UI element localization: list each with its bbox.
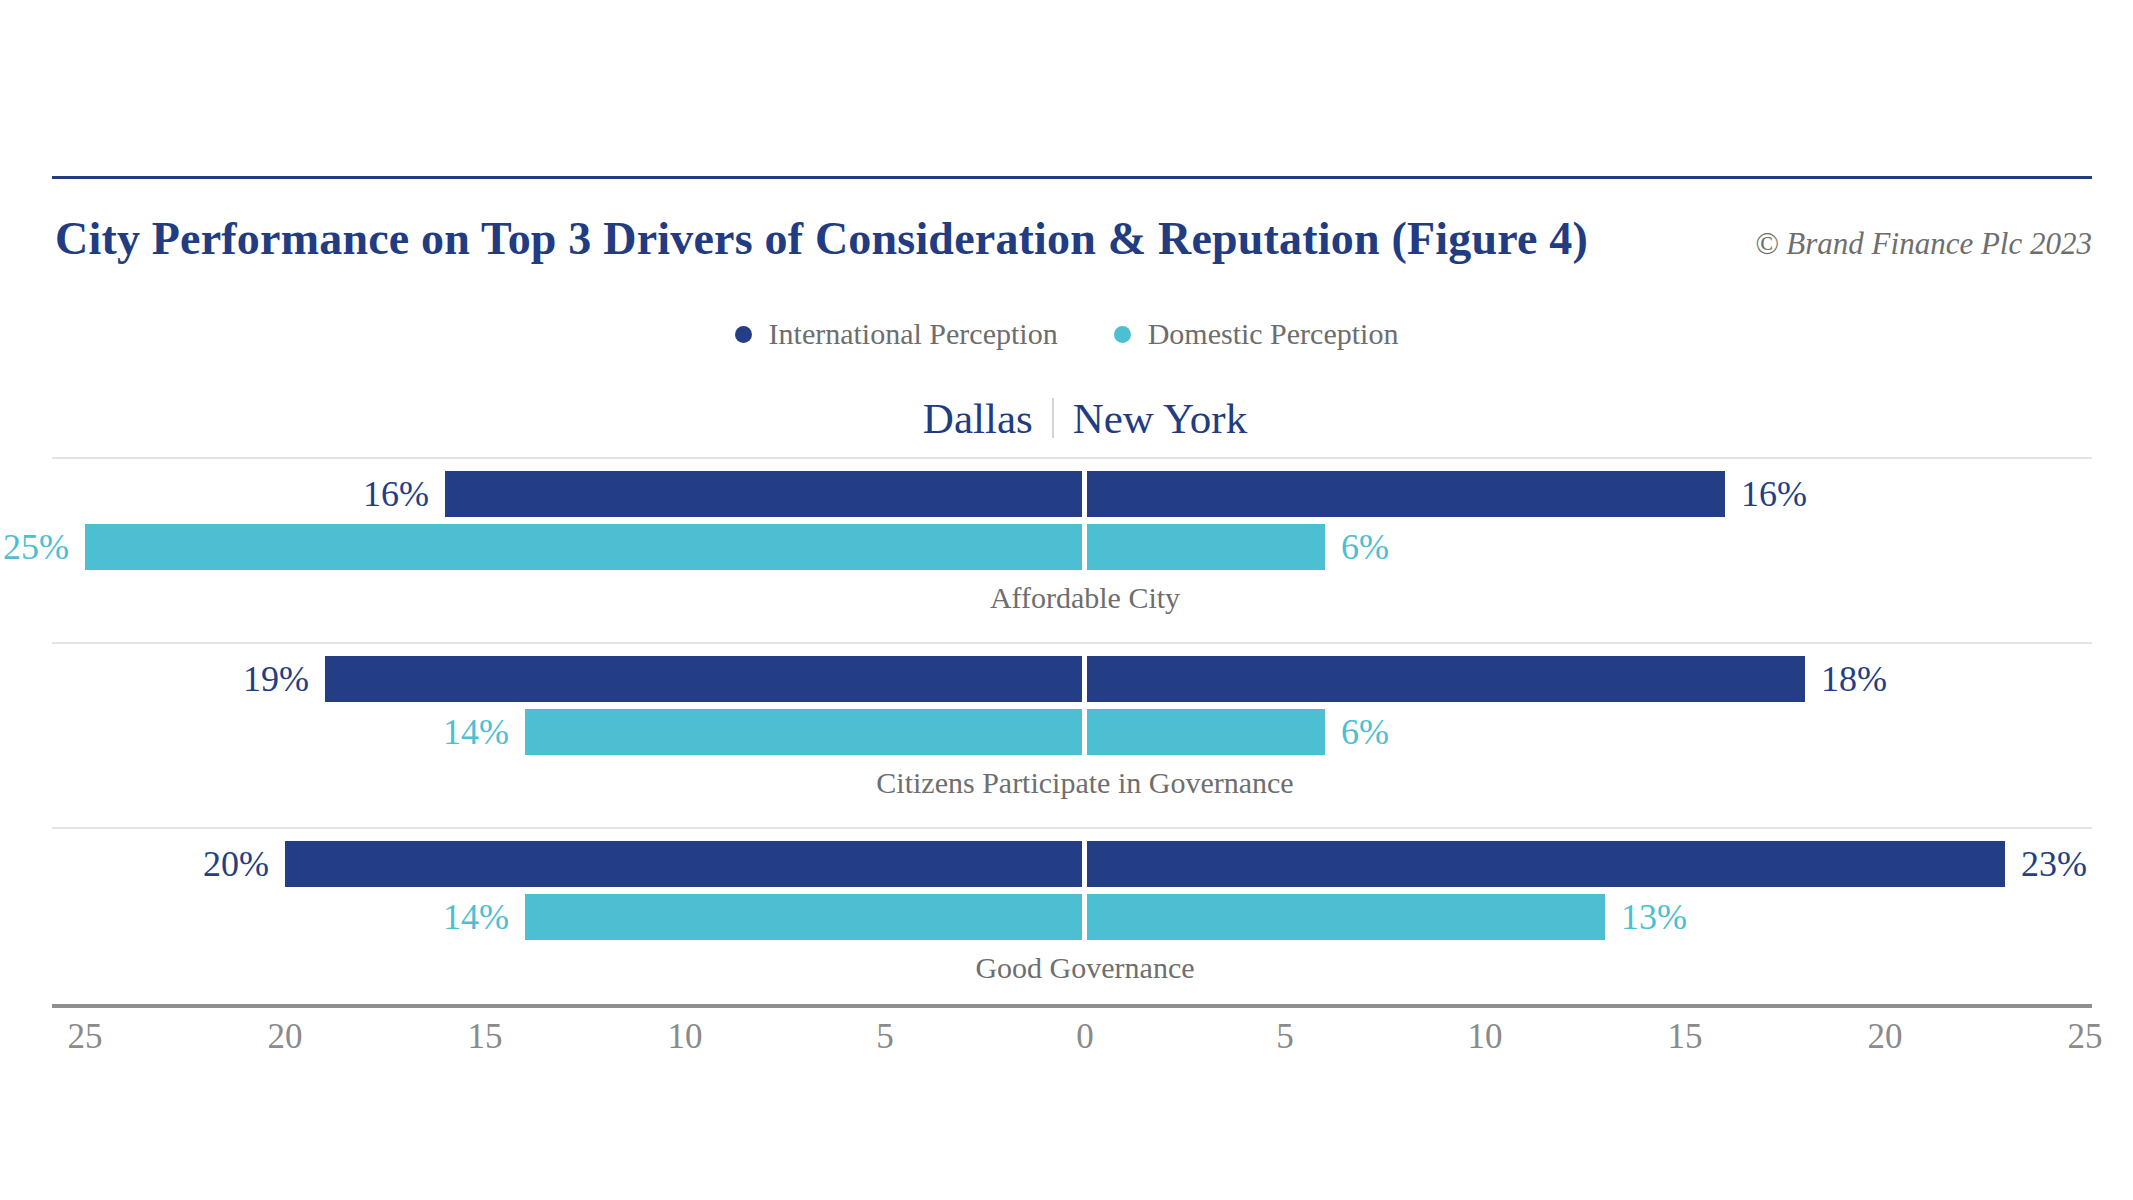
axis-line	[52, 1004, 2092, 1008]
category-label: Affordable City	[85, 581, 2085, 615]
bar-dallas-international	[285, 841, 1085, 887]
value-label-newyork-international: 16%	[1741, 471, 1807, 517]
category-separator	[52, 642, 2092, 644]
axis-tick-label: 0	[1025, 1017, 1145, 1057]
category-separator	[52, 457, 2092, 459]
axis-tick-label: 10	[1425, 1017, 1545, 1057]
axis-tick-label: 20	[225, 1017, 345, 1057]
value-label-newyork-international: 18%	[1821, 656, 1887, 702]
value-label-dallas-international: 20%	[203, 841, 269, 887]
center-divider	[1082, 839, 1087, 942]
axis-tick-label: 15	[425, 1017, 545, 1057]
axis-tick-label: 20	[1825, 1017, 1945, 1057]
bar-dallas-domestic	[525, 709, 1085, 755]
bar-newyork-domestic	[1085, 524, 1325, 570]
bar-newyork-international	[1085, 841, 2005, 887]
value-label-dallas-domestic: 14%	[443, 894, 509, 940]
bar-newyork-domestic	[1085, 894, 1605, 940]
bar-newyork-international	[1085, 471, 1725, 517]
value-label-dallas-domestic: 14%	[443, 709, 509, 755]
bar-newyork-international	[1085, 656, 1805, 702]
value-label-dallas-international: 16%	[363, 471, 429, 517]
axis-tick-label: 25	[2025, 1017, 2133, 1057]
value-label-newyork-domestic: 6%	[1341, 709, 1389, 755]
axis-tick-label: 10	[625, 1017, 745, 1057]
bar-dallas-domestic	[85, 524, 1085, 570]
center-divider	[1082, 469, 1087, 572]
axis-tick-label: 5	[825, 1017, 945, 1057]
value-label-newyork-domestic: 13%	[1621, 894, 1687, 940]
bar-dallas-international	[325, 656, 1085, 702]
category-separator	[52, 827, 2092, 829]
category-label: Citizens Participate in Governance	[85, 766, 2085, 800]
axis-tick-label: 25	[25, 1017, 145, 1057]
bar-newyork-domestic	[1085, 709, 1325, 755]
value-label-newyork-domestic: 6%	[1341, 524, 1389, 570]
value-label-newyork-international: 23%	[2021, 841, 2087, 887]
bar-dallas-domestic	[525, 894, 1085, 940]
bar-dallas-international	[445, 471, 1085, 517]
figure-page: City Performance on Top 3 Drivers of Con…	[0, 0, 2133, 1200]
axis-tick-label: 15	[1625, 1017, 1745, 1057]
axis-tick-label: 5	[1225, 1017, 1345, 1057]
value-label-dallas-international: 19%	[243, 656, 309, 702]
category-label: Good Governance	[85, 951, 2085, 985]
chart-area: 16%25%16%6%Affordable City19%14%18%6%Cit…	[0, 0, 2133, 1200]
value-label-dallas-domestic: 25%	[3, 524, 69, 570]
center-divider	[1082, 654, 1087, 757]
